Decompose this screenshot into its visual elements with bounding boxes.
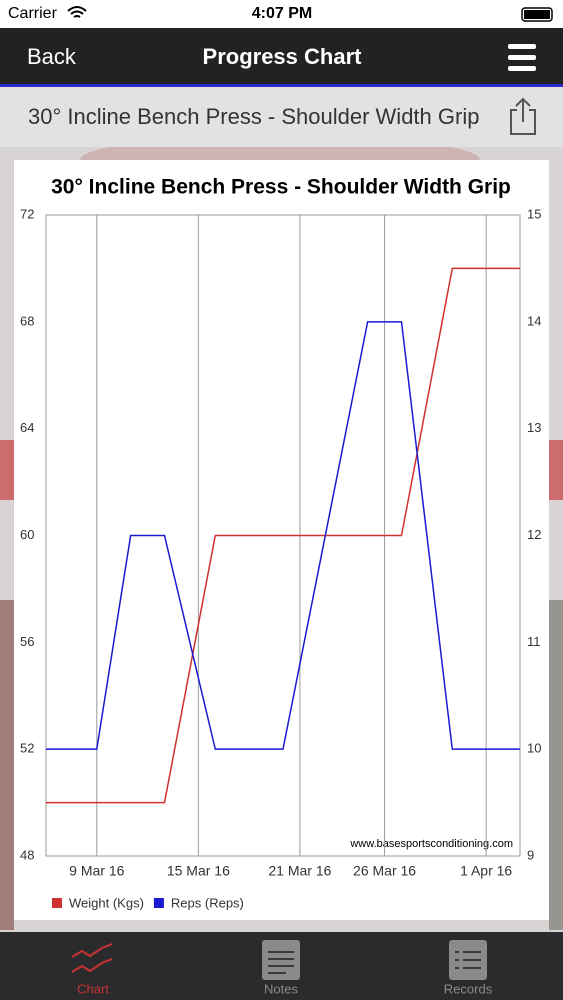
menu-bar <box>508 66 536 71</box>
exercise-bar <box>0 87 563 147</box>
legend-label: Reps (Reps) <box>171 895 244 910</box>
y2-tick-label: 15 <box>527 206 541 221</box>
status-bar <box>0 0 563 28</box>
background-shape <box>549 440 563 500</box>
back-button[interactable]: Back <box>27 44 77 69</box>
background-shape <box>0 440 14 500</box>
menu-bar <box>508 44 536 49</box>
background-shape <box>549 600 563 930</box>
x-tick-label: 21 Mar 16 <box>268 863 331 879</box>
menu-bar <box>508 55 536 60</box>
exercise-title: 30° Incline Bench Press - Shoulder Width… <box>28 104 479 129</box>
legend-swatch <box>153 898 164 908</box>
notes-lines <box>268 951 294 974</box>
chart-title: 30° Incline Bench Press - Shoulder Width… <box>51 176 511 199</box>
tab-label: Notes <box>264 981 298 996</box>
plot-area <box>45 214 521 857</box>
y-tick-label: 60 <box>20 527 34 542</box>
y-tick-label: 56 <box>20 634 34 649</box>
y2-tick-label: 11 <box>527 634 541 649</box>
watermark: www.basesportsconditioning.com <box>349 838 513 850</box>
x-tick-label: 1 Apr 16 <box>460 863 512 879</box>
x-tick-label: 9 Mar 16 <box>69 863 124 879</box>
y2-tick-label: 9 <box>527 847 534 862</box>
menu-button[interactable] <box>508 44 536 71</box>
tab-chart[interactable]: Chart <box>71 943 113 996</box>
series-line <box>46 267 520 804</box>
legend-label: Weight (Kgs) <box>69 895 144 910</box>
y2-tick-label: 12 <box>527 527 541 542</box>
records-lines <box>455 951 481 969</box>
series-line <box>46 321 520 750</box>
y2-tick-label: 13 <box>527 420 541 435</box>
nav-underline <box>0 84 563 87</box>
background-shape <box>0 600 14 930</box>
nav-title: Progress Chart <box>203 44 363 69</box>
chart: 9 Mar 16 15 Mar 16 21 Mar 16 26 Mar 16 1 Apr… <box>20 206 541 910</box>
legend-swatch <box>52 898 62 908</box>
tab-records[interactable]: Records <box>444 940 493 996</box>
y-tick-label: 72 <box>20 206 34 221</box>
battery-icon <box>521 7 553 22</box>
battery-level <box>524 10 550 19</box>
chart-card <box>14 160 549 920</box>
x-tick-label: 15 Mar 16 <box>167 863 230 879</box>
tab-label: Chart <box>77 981 109 996</box>
y-tick-label: 64 <box>20 420 34 435</box>
share-button[interactable] <box>510 97 536 135</box>
y2-tick-label: 14 <box>527 313 541 328</box>
nav-bar <box>0 28 563 85</box>
share-box <box>510 109 536 135</box>
y-tick-label: 52 <box>20 741 34 756</box>
wifi-icon <box>67 6 87 18</box>
y-tick-label: 68 <box>20 313 34 328</box>
share-arrow <box>515 97 531 122</box>
tab-label: Records <box>444 981 493 996</box>
tab-notes[interactable]: Notes <box>262 940 300 996</box>
y-tick-label: 48 <box>20 847 34 862</box>
carrier: Carrier <box>8 5 58 22</box>
clock: 4:07 PM <box>252 5 312 22</box>
chart-icon <box>71 943 113 973</box>
x-tick-label: 26 Mar 16 <box>353 863 416 879</box>
y2-tick-label: 10 <box>527 741 541 756</box>
